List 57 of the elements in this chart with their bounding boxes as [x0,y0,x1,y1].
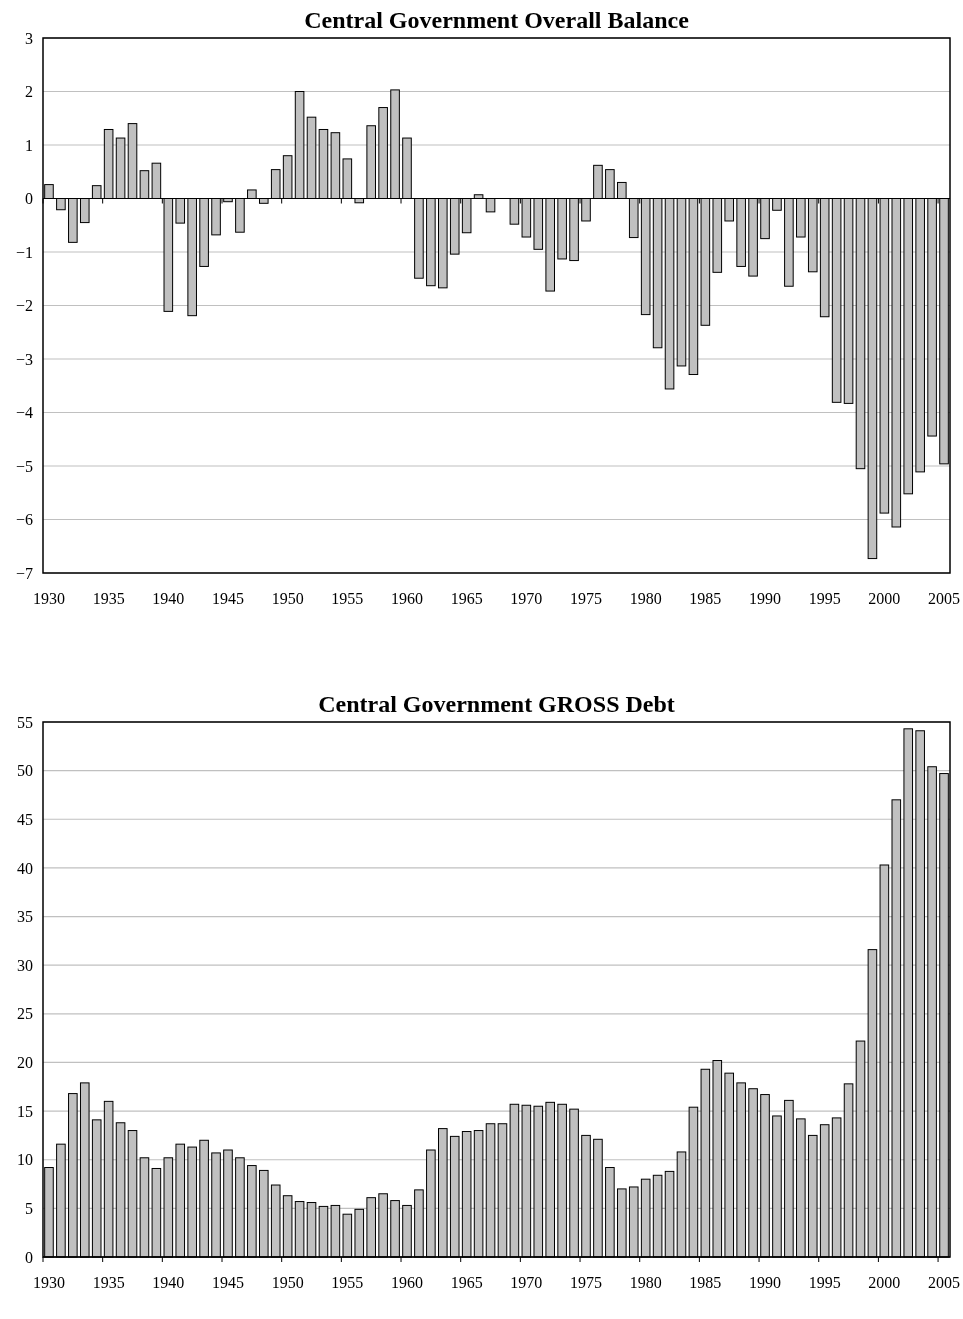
x-tick-label: 1970 [510,590,543,607]
x-tick-label: 1990 [749,590,782,607]
x-tick-label: 1980 [629,590,662,607]
y-tick-label: −6 [15,511,33,529]
x-tick-label: 1990 [749,1274,782,1291]
x-tick-label: 1945 [211,1274,244,1291]
x-tick-label: 1960 [390,1274,423,1291]
x-tick-label: 1965 [450,1274,483,1291]
x-tick-label: 2000 [868,1274,901,1291]
y-tick-label: 0 [25,1248,33,1266]
x-tick-label: 2000 [868,590,901,607]
chart-title: Central Government Overall Balance [304,7,690,33]
x-tick-label: 1940 [152,1274,185,1291]
x-tick-label: 1930 [32,1274,65,1291]
x-tick-label: 2005 [928,590,961,607]
y-tick-label: 35 [17,908,33,926]
y-tick-label: −7 [15,564,33,582]
x-tick-label: 1945 [211,590,244,607]
x-tick-label: 1975 [570,590,603,607]
y-tick-label: 3 [25,29,33,47]
x-tick-label: 1980 [629,1274,662,1291]
y-tick-label: 10 [17,1151,33,1169]
x-tick-label: 1940 [152,590,185,607]
x-tick-label: 1970 [510,1274,543,1291]
x-tick-label: 1955 [331,590,364,607]
y-tick-label: −5 [15,457,33,475]
y-tick-label: 20 [17,1054,33,1072]
y-tick-label: 30 [17,956,33,974]
y-tick-label: 0 [25,190,33,208]
y-tick-label: 5 [25,1199,33,1217]
y-tick-label: 40 [17,859,33,877]
x-tick-label: 1950 [271,590,304,607]
y-tick-label: −4 [15,404,33,422]
y-tick-label: 55 [17,713,33,731]
x-tick-label: 1995 [808,1274,841,1291]
y-tick-label: 2 [25,83,33,101]
y-tick-label: −2 [15,297,33,315]
y-tick-label: 1 [25,136,33,154]
x-tick-label: 1930 [32,590,65,607]
x-tick-label: 2005 [928,1274,961,1291]
x-tick-label: 1985 [689,590,722,607]
y-tick-label: −1 [15,243,33,261]
x-tick-label: 1935 [92,590,125,607]
x-tick-label: 1975 [570,1274,603,1291]
y-tick-label: 50 [17,762,33,780]
x-tick-label: 1960 [390,590,423,607]
x-tick-label: 1985 [689,1274,722,1291]
y-tick-label: 45 [17,810,33,828]
y-tick-label: 15 [17,1102,33,1120]
x-tick-label: 1965 [450,590,483,607]
x-tick-label: 1955 [331,1274,364,1291]
y-tick-label: −3 [15,350,33,368]
x-tick-label: 1950 [271,1274,304,1291]
y-tick-label: 25 [17,1005,33,1023]
x-tick-label: 1935 [92,1274,125,1291]
x-tick-label: 1995 [808,590,841,607]
chart-title: Central Government GROSS Debt [318,691,675,717]
